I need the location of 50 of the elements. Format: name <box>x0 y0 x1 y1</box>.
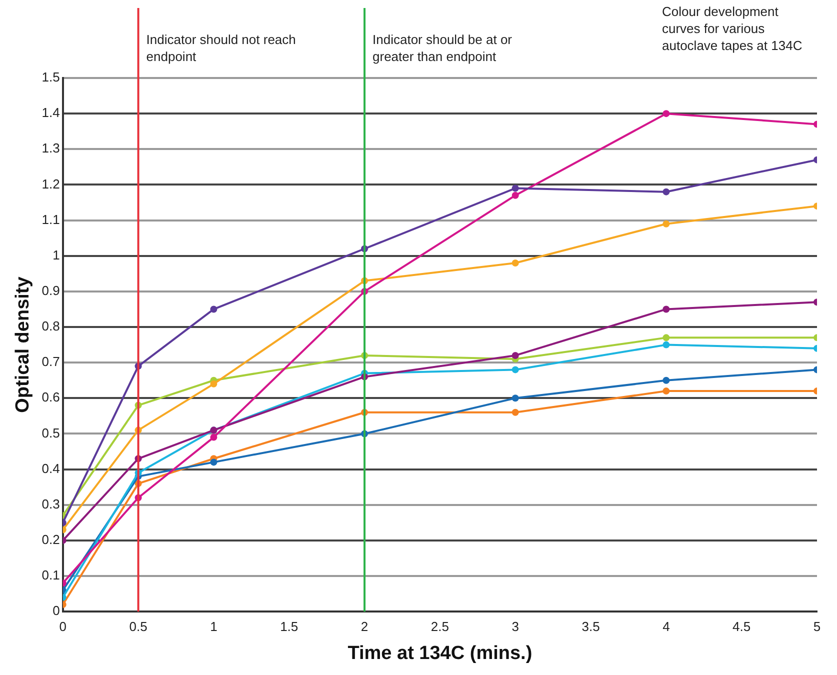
point <box>662 341 670 348</box>
text: Colour development curves for various autoclave tapes at 134C <box>662 4 802 54</box>
x-tick-label: 2.5 <box>430 618 449 634</box>
y-tick-label: 0.3 <box>42 496 60 512</box>
point <box>210 434 218 441</box>
ref-line-label: Indicator should be at or greater than endpoint <box>372 32 513 64</box>
y-tick-label: 0.5 <box>42 425 60 440</box>
y-tick-label: 0.1 <box>42 568 60 583</box>
x-tick-label: 4 <box>662 618 670 634</box>
point <box>512 394 519 402</box>
point <box>210 306 218 313</box>
y-tick-label: 1.1 <box>42 212 60 227</box>
point <box>662 220 670 228</box>
point <box>512 366 519 374</box>
y-tick-label: 1.3 <box>42 140 60 156</box>
x-tick-label: 1.5 <box>280 618 298 634</box>
ref-line-label: Indicator should not reach endpoint <box>146 32 296 64</box>
x-axis-title: Time at 134C (mins.) <box>348 642 532 664</box>
y-tick-label: 0.9 <box>42 283 60 298</box>
point <box>512 259 519 266</box>
y-axis-title: Optical density <box>12 276 34 413</box>
x-tick-label: 2 <box>360 618 368 634</box>
x-tick-label: 3.5 <box>582 618 600 634</box>
point <box>512 192 519 199</box>
y-tick-label: 0 <box>52 603 60 618</box>
point <box>662 188 670 196</box>
point <box>662 110 670 118</box>
x-tick-label: 0.5 <box>129 618 148 634</box>
y-tick-label: 1.4 <box>42 105 60 120</box>
y-tick-label: 1.2 <box>42 176 60 192</box>
point <box>210 380 218 388</box>
point <box>512 352 519 359</box>
point <box>210 458 218 466</box>
y-tick-label: 0.2 <box>42 532 60 548</box>
point <box>662 306 670 313</box>
x-tick-label: 1 <box>210 618 218 634</box>
x-tick-label: 3 <box>512 618 519 634</box>
y-tick-label: 0.8 <box>42 318 60 334</box>
x-tick-label: 4.5 <box>732 618 751 634</box>
point <box>662 388 670 395</box>
point <box>662 334 670 342</box>
point <box>662 376 670 384</box>
y-tick-label: 0.6 <box>42 390 60 405</box>
point <box>512 184 519 192</box>
x-tick-label: 5 <box>813 618 821 634</box>
point <box>512 408 519 416</box>
y-tick-label: 0.4 <box>42 460 60 476</box>
y-tick-label: 0.7 <box>42 354 60 370</box>
y-tick-label: 1.5 <box>42 70 60 85</box>
y-tick-label: 1 <box>52 247 60 262</box>
